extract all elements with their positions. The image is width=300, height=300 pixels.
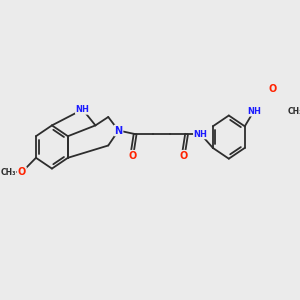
Text: N: N bbox=[114, 125, 122, 136]
Text: O: O bbox=[18, 167, 26, 177]
Text: NH: NH bbox=[247, 107, 261, 116]
Text: NH: NH bbox=[194, 130, 208, 139]
Text: CH₃: CH₃ bbox=[0, 168, 16, 177]
Text: O: O bbox=[269, 84, 277, 94]
Text: CH₃: CH₃ bbox=[288, 107, 300, 116]
Text: O: O bbox=[180, 151, 188, 161]
Text: NH: NH bbox=[76, 105, 90, 114]
Text: O: O bbox=[128, 151, 137, 161]
